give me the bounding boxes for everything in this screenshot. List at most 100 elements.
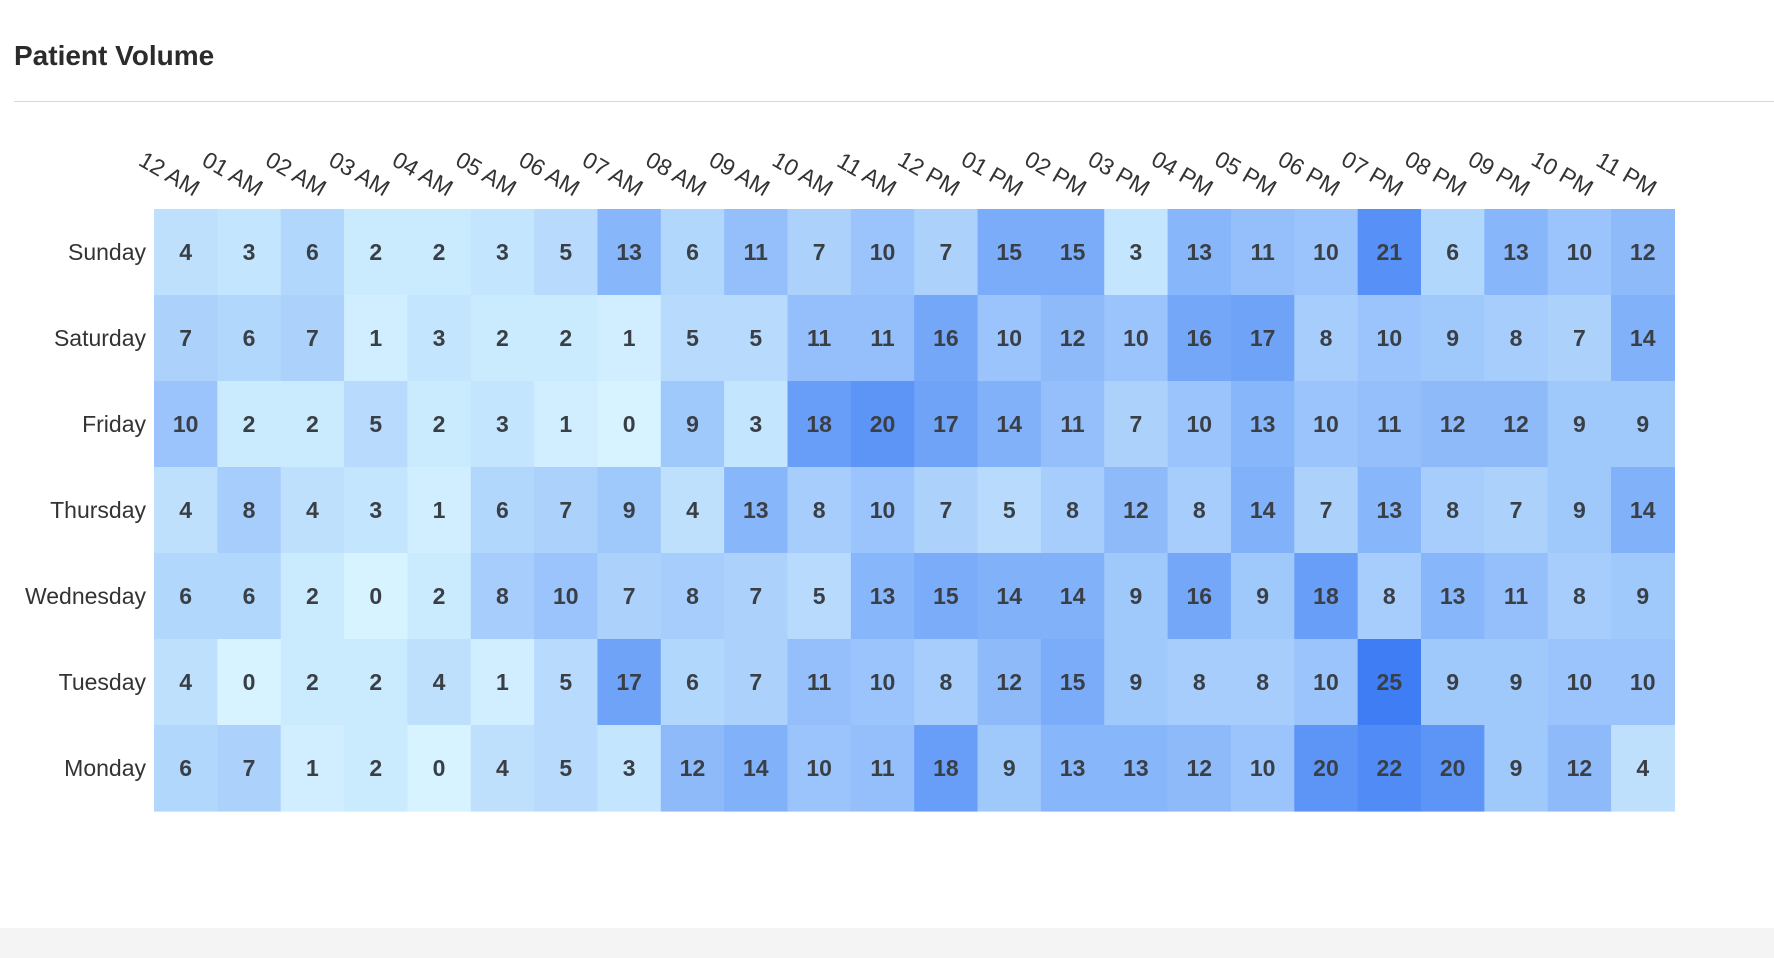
cell-value-label: 9 xyxy=(1130,669,1143,695)
cell-value-label: 16 xyxy=(1186,583,1212,609)
cell-value-label: 14 xyxy=(1630,325,1656,351)
cell-value-label: 4 xyxy=(179,669,192,695)
cell-value-label: 5 xyxy=(686,325,699,351)
heatmap-cell xyxy=(407,725,472,812)
heatmap-cells: 4 3 6 2 2 3 5 13 6 11 7 10 7 15 15 3 13 11 10 21 6 13 10 127 6 7 1… xyxy=(154,209,1675,812)
cell-value-label: 11 xyxy=(744,239,769,265)
cell-value-label: 10 xyxy=(870,669,896,695)
cell-value-label: 22 xyxy=(1377,755,1403,781)
cell-value-label: 5 xyxy=(1003,497,1016,523)
heatmap-cell xyxy=(1357,725,1422,812)
heatmap-cell xyxy=(597,725,662,812)
cell-value-label: 12 xyxy=(1440,411,1466,437)
cell-value-label: 6 xyxy=(306,239,319,265)
heatmap-cell xyxy=(850,295,915,382)
heatmap-cell xyxy=(344,381,408,468)
x-tick-label: 11 AM xyxy=(833,147,901,201)
cell-value-label: 13 xyxy=(1440,583,1466,609)
cell-value-label: 9 xyxy=(686,411,699,437)
cell-value-label: 10 xyxy=(996,325,1022,351)
cell-value-label: 14 xyxy=(1630,497,1656,523)
cell-value-label: 10 xyxy=(870,497,896,523)
heatmap-cell xyxy=(1104,295,1169,382)
heatmap-cell xyxy=(724,725,789,812)
cell-value-label: 5 xyxy=(559,669,572,695)
cell-value-label: 3 xyxy=(496,411,509,437)
x-tick-label: 08 AM xyxy=(641,146,710,201)
heatmap-cell xyxy=(1294,381,1359,468)
heatmap-cell xyxy=(1104,553,1169,640)
cell-value-label: 7 xyxy=(243,755,256,781)
cell-value-label: 17 xyxy=(1250,325,1276,351)
heatmap-cell xyxy=(1611,553,1675,640)
heatmap-cell xyxy=(280,639,345,726)
heatmap-cell xyxy=(724,553,789,640)
heatmap-cell xyxy=(660,639,725,726)
cell-value-label: 7 xyxy=(1130,411,1143,437)
cell-value-label: 13 xyxy=(1250,411,1276,437)
heatmap-cell xyxy=(1484,639,1549,726)
heatmap-cell xyxy=(914,467,979,554)
heatmap-cell xyxy=(660,381,725,468)
heatmap-cell xyxy=(1484,381,1549,468)
heatmap-cell xyxy=(914,725,979,812)
heatmap-cell xyxy=(344,295,408,382)
heatmap-cell xyxy=(1167,381,1232,468)
cell-value-label: 15 xyxy=(996,239,1022,265)
heatmap-cell xyxy=(660,553,725,640)
cell-value-label: 9 xyxy=(1130,583,1143,609)
cell-value-label: 4 xyxy=(433,669,446,695)
cell-value-label: 11 xyxy=(807,325,832,351)
heatmap-cell xyxy=(217,467,282,554)
heatmap-cell xyxy=(1547,467,1612,554)
x-tick-label: 09 AM xyxy=(705,146,774,201)
cell-value-label: 15 xyxy=(1060,239,1086,265)
heatmap-cell xyxy=(1294,295,1359,382)
heatmap-cell xyxy=(217,639,282,726)
heatmap-cell xyxy=(1547,295,1612,382)
y-tick-label: Wednesday xyxy=(25,583,147,609)
cell-value-label: 1 xyxy=(433,497,446,523)
heatmap-cell xyxy=(1230,553,1295,640)
cell-value-label: 10 xyxy=(1123,325,1149,351)
heatmap-cell xyxy=(1611,725,1675,812)
heatmap-cell xyxy=(1484,209,1549,296)
cell-value-label: 7 xyxy=(749,669,762,695)
heatmap-cell xyxy=(914,295,979,382)
cell-value-label: 7 xyxy=(749,583,762,609)
heatmap-cell xyxy=(597,295,662,382)
heatmap-cell xyxy=(1421,467,1485,554)
heatmap-cell xyxy=(1357,467,1422,554)
heatmap-cell xyxy=(280,209,345,296)
heatmap-cell xyxy=(1230,209,1295,296)
cell-value-label: 9 xyxy=(1446,325,1459,351)
cell-value-label: 13 xyxy=(616,239,642,265)
cell-value-label: 8 xyxy=(243,497,256,523)
cell-value-label: 6 xyxy=(243,583,256,609)
heatmap-cell xyxy=(407,209,472,296)
heatmap-cell xyxy=(1167,725,1232,812)
cell-value-label: 10 xyxy=(1567,669,1593,695)
cell-value-label: 1 xyxy=(369,325,382,351)
heatmap-cell xyxy=(1357,381,1422,468)
heatmap-cell xyxy=(280,467,345,554)
cell-value-label: 8 xyxy=(686,583,699,609)
heatmap-cell xyxy=(154,295,218,382)
cell-value-label: 6 xyxy=(179,755,192,781)
cell-value-label: 18 xyxy=(1313,583,1339,609)
cell-value-label: 11 xyxy=(807,669,832,695)
cell-value-label: 15 xyxy=(933,583,959,609)
cell-value-label: 13 xyxy=(1060,755,1086,781)
heatmap-cell xyxy=(597,467,662,554)
heatmap-cell xyxy=(1167,209,1232,296)
x-tick-label: 01 PM xyxy=(957,146,1028,202)
heatmap-cell xyxy=(724,295,789,382)
heatmap-cell xyxy=(154,381,218,468)
heatmap-cell xyxy=(407,295,472,382)
cell-value-label: 12 xyxy=(996,669,1022,695)
cell-value-label: 0 xyxy=(369,583,382,609)
heatmap-cell xyxy=(344,467,408,554)
heatmap-cell xyxy=(1230,725,1295,812)
heatmap-cell xyxy=(344,209,408,296)
